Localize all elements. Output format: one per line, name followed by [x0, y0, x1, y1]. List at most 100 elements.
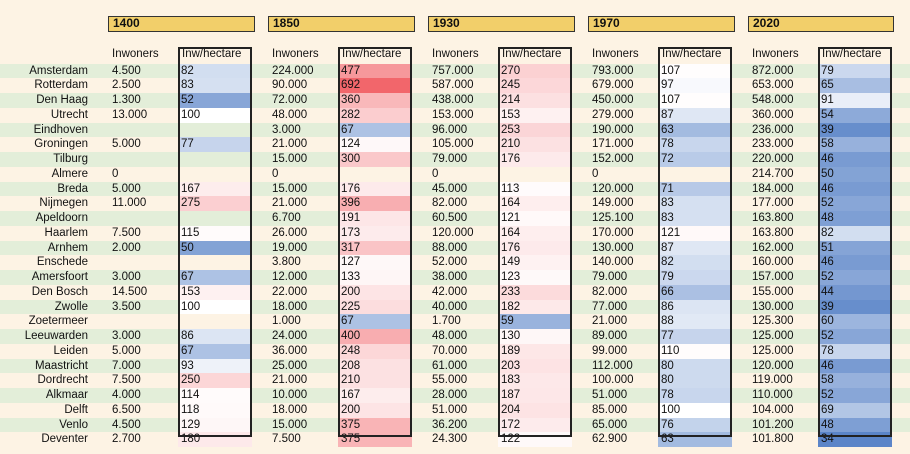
- density-cell: 83: [658, 211, 732, 226]
- city-name: Maastricht: [34, 359, 88, 372]
- density-cell: 210: [498, 137, 572, 152]
- population-value: 0: [272, 167, 279, 180]
- density-cell: [178, 152, 252, 167]
- city-name: Amersfoort: [31, 271, 88, 283]
- population-value: 125.000: [752, 344, 794, 357]
- population-value: 872.000: [752, 64, 794, 77]
- density-cell: 82: [178, 63, 252, 79]
- density-cell: 149: [498, 255, 572, 270]
- density-cell: 375: [338, 417, 412, 433]
- population-value: 99.000: [592, 344, 628, 357]
- city-name: Eindhoven: [33, 123, 88, 136]
- density-cell: 91: [818, 93, 892, 108]
- density-cell: 52: [818, 270, 892, 285]
- column-header-inwoners: Inwoners: [752, 48, 799, 60]
- population-value: 2.500: [112, 79, 141, 92]
- density-cell: 275: [178, 196, 252, 211]
- population-value: 3.500: [112, 300, 141, 313]
- density-cell: 58: [818, 137, 892, 152]
- population-value: 125.300: [752, 315, 794, 328]
- density-cell: 114: [178, 388, 252, 403]
- population-value: 360.000: [752, 108, 794, 121]
- year-label: 1850: [268, 16, 415, 32]
- density-cell: 60: [818, 314, 892, 329]
- population-value: 6.500: [112, 403, 141, 416]
- population-value: 25.000: [272, 359, 308, 372]
- density-cell: 130: [498, 329, 572, 344]
- density-cell: 63: [658, 122, 732, 138]
- population-value: 5.000: [112, 138, 141, 151]
- density-cell: 113: [498, 181, 572, 197]
- density-cell: 121: [658, 225, 732, 241]
- population-value: 5.000: [112, 344, 141, 357]
- density-cell: 176: [498, 152, 572, 167]
- density-cell: 692: [338, 78, 412, 93]
- population-value: 21.000: [592, 315, 628, 328]
- population-value: 119.000: [752, 374, 793, 387]
- year-label: 2020: [748, 16, 894, 32]
- column-header-inwoners: Inwoners: [272, 48, 319, 60]
- density-cell: 46: [818, 255, 892, 270]
- city-name: Almere: [51, 167, 88, 180]
- city-name: Delft: [64, 403, 88, 416]
- density-cell: 46: [818, 152, 892, 167]
- density-cell: 172: [498, 417, 572, 433]
- density-cell: 86: [178, 329, 252, 344]
- density-cell: 122: [498, 432, 572, 447]
- density-cell: [178, 167, 252, 182]
- density-cell: 164: [498, 225, 572, 241]
- column-header-density: Inw/hectare: [662, 48, 722, 60]
- column-header-density: Inw/hectare: [502, 48, 562, 60]
- population-value: 4.000: [112, 389, 141, 401]
- population-value: 177.000: [752, 197, 794, 210]
- population-value: 0: [432, 167, 439, 180]
- density-cell: 48: [818, 417, 892, 433]
- density-cell: 87: [658, 107, 732, 123]
- population-value: 163.800: [752, 212, 794, 224]
- density-cell: 48: [818, 211, 892, 226]
- density-cell: 67: [178, 343, 252, 359]
- density-cell: 123: [498, 270, 572, 285]
- population-value: 51.000: [432, 403, 468, 416]
- population-value: 62.900: [592, 433, 628, 446]
- density-cell: 182: [498, 299, 572, 315]
- city-name: Leiden: [53, 344, 88, 357]
- population-value: 40.000: [432, 300, 468, 313]
- density-cell: 97: [658, 78, 732, 93]
- city-name: Enschede: [36, 256, 88, 269]
- population-value: 438.000: [432, 94, 474, 106]
- density-cell: 77: [178, 137, 252, 152]
- population-value: 21.000: [272, 197, 308, 210]
- density-cell: 58: [818, 373, 892, 388]
- density-cell: 164: [498, 196, 572, 211]
- population-value: 5.000: [112, 182, 141, 195]
- population-value: 42.000: [432, 285, 468, 298]
- density-cell: 317: [338, 240, 412, 256]
- density-cell: 245: [498, 78, 572, 93]
- population-value: 38.000: [432, 271, 468, 283]
- city-name: Utrecht: [50, 108, 88, 121]
- density-cell: 167: [338, 388, 412, 403]
- city-name: Apeldoorn: [35, 212, 88, 224]
- density-cell: 173: [338, 225, 412, 241]
- density-cell: 233: [498, 284, 572, 300]
- population-value: 36.000: [272, 344, 308, 357]
- density-cell: 100: [178, 107, 252, 123]
- density-cell: 100: [178, 299, 252, 315]
- population-value: 15.000: [272, 418, 308, 431]
- density-cell: 153: [178, 284, 252, 300]
- density-cell: 77: [658, 329, 732, 344]
- city-name: Tilburg: [53, 153, 88, 165]
- density-cell: 52: [818, 329, 892, 344]
- population-value: 171.000: [592, 138, 634, 151]
- density-cell: 39: [818, 122, 892, 138]
- population-value: 679.000: [592, 79, 634, 92]
- population-value: 3.000: [272, 123, 301, 136]
- density-cell: 69: [818, 402, 892, 418]
- density-cell: 133: [338, 270, 412, 285]
- population-value: 157.000: [752, 271, 794, 283]
- population-value: 152.000: [592, 153, 634, 165]
- population-value: 236.000: [752, 123, 794, 136]
- density-cell: 79: [658, 270, 732, 285]
- density-cell: 200: [338, 284, 412, 300]
